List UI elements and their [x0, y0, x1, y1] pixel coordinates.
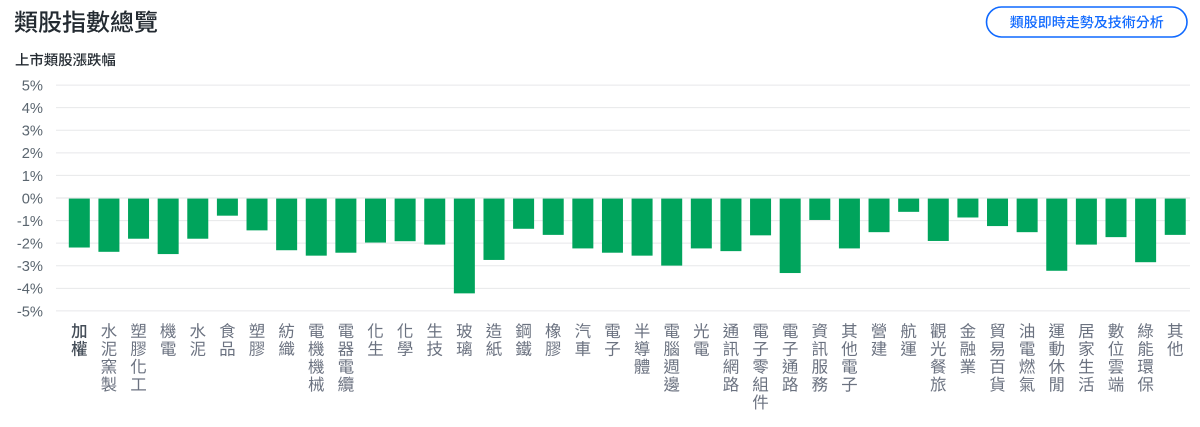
svg-text:3%: 3% — [22, 124, 43, 140]
svg-text:0%: 0% — [22, 191, 43, 207]
svg-text:1%: 1% — [22, 169, 43, 185]
svg-text:-1%: -1% — [17, 214, 43, 230]
svg-text:4%: 4% — [22, 101, 43, 117]
svg-text:-5%: -5% — [17, 304, 43, 320]
svg-text:-2%: -2% — [17, 237, 43, 253]
svg-text:-4%: -4% — [17, 282, 43, 298]
svg-text:-3%: -3% — [17, 259, 43, 275]
svg-text:5%: 5% — [22, 78, 43, 94]
svg-text:2%: 2% — [22, 146, 43, 162]
